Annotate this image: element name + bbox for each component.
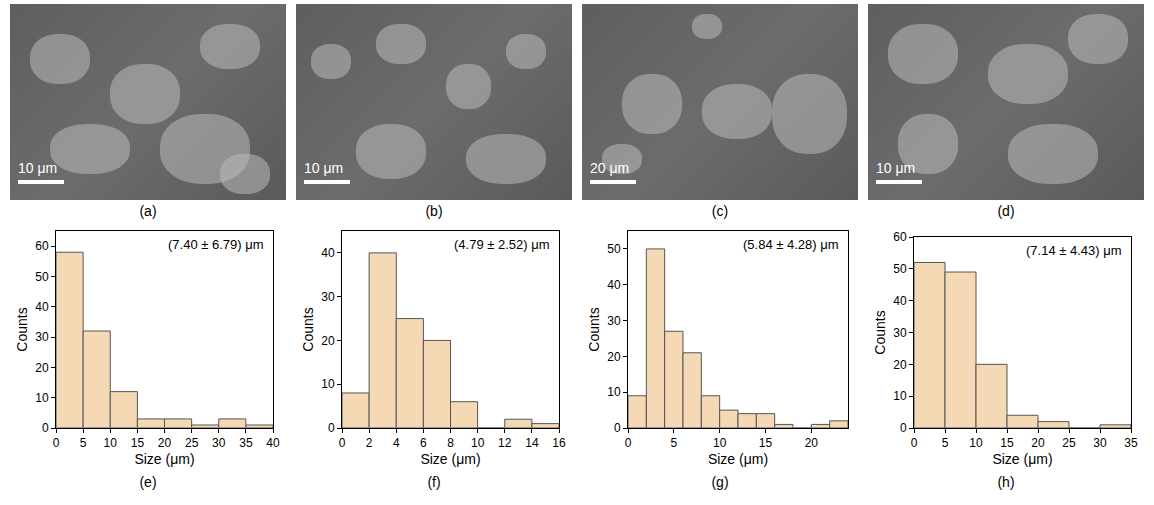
svg-text:4: 4: [393, 436, 400, 450]
svg-text:0: 0: [625, 436, 632, 450]
svg-text:60: 60: [893, 230, 907, 244]
html-text:(f): (f): [427, 474, 441, 490]
svg-text:20: 20: [805, 436, 819, 450]
svg-text:10: 10: [35, 391, 49, 405]
svg-text:0: 0: [53, 436, 60, 450]
svg-text:20: 20: [321, 334, 335, 348]
svg-text:50: 50: [893, 262, 907, 276]
svg-text:20: 20: [158, 436, 172, 450]
svg-text:0: 0: [900, 421, 907, 435]
svg-text:30: 30: [321, 290, 335, 304]
svg-text:15: 15: [131, 436, 145, 450]
svg-text:Size (μm): Size (μm): [134, 451, 194, 467]
svg-text:30: 30: [1093, 436, 1107, 450]
svg-text:35: 35: [239, 436, 253, 450]
svg-text:10: 10: [969, 436, 983, 450]
svg-text:30: 30: [893, 326, 907, 340]
svg-text:14: 14: [525, 436, 539, 450]
svg-text:0: 0: [42, 421, 49, 435]
svg-text:10: 10: [321, 377, 335, 391]
svg-text:16: 16: [552, 436, 566, 450]
svg-text:12: 12: [498, 436, 512, 450]
svg-text:Size (μm): Size (μm): [992, 451, 1052, 467]
html-text:10 μm: 10 μm: [876, 160, 916, 176]
svg-text:10: 10: [104, 436, 118, 450]
svg-text:20: 20: [607, 350, 621, 364]
svg-text:30: 30: [212, 436, 226, 450]
svg-text:0: 0: [339, 436, 346, 450]
html-text:10 μm: 10 μm: [304, 160, 344, 176]
svg-text:50: 50: [35, 270, 49, 284]
svg-text:10: 10: [471, 436, 485, 450]
svg-text:5: 5: [670, 436, 677, 450]
svg-text:25: 25: [1062, 436, 1076, 450]
svg-text:40: 40: [607, 278, 621, 292]
svg-text:0: 0: [328, 421, 335, 435]
svg-text:35: 35: [1124, 436, 1138, 450]
svg-text:40: 40: [321, 246, 335, 260]
html-text:(e): (e): [139, 474, 157, 490]
svg-text:0: 0: [911, 436, 918, 450]
svg-text:10: 10: [893, 389, 907, 403]
html-text:(b): (b): [425, 203, 443, 219]
svg-text:Counts: Counts: [300, 307, 316, 351]
svg-text:Size (μm): Size (μm): [420, 451, 480, 467]
svg-text:10: 10: [713, 436, 727, 450]
svg-text:Size (μm): Size (μm): [708, 451, 768, 467]
html-text:(a): (a): [139, 203, 157, 219]
html-text:(d): (d): [997, 203, 1015, 219]
svg-text:20: 20: [1031, 436, 1045, 450]
svg-text:(4.79 ± 2.52) μm: (4.79 ± 2.52) μm: [454, 237, 550, 252]
svg-text:15: 15: [1000, 436, 1014, 450]
html-text:(h): (h): [997, 474, 1015, 490]
svg-text:25: 25: [185, 436, 199, 450]
svg-text:40: 40: [893, 294, 907, 308]
svg-text:20: 20: [35, 361, 49, 375]
svg-text:2: 2: [366, 436, 373, 450]
html-text:(g): (g): [711, 474, 729, 490]
svg-text:Counts: Counts: [872, 310, 888, 354]
html-text:20 μm: 20 μm: [590, 160, 630, 176]
svg-text:40: 40: [266, 436, 280, 450]
svg-text:10: 10: [607, 385, 621, 399]
svg-text:(7.14 ± 4.43) μm: (7.14 ± 4.43) μm: [1026, 243, 1122, 258]
svg-text:5: 5: [942, 436, 949, 450]
svg-text:6: 6: [420, 436, 427, 450]
html-text:10 μm: 10 μm: [18, 160, 58, 176]
svg-text:(7.40 ± 6.79) μm: (7.40 ± 6.79) μm: [168, 237, 264, 252]
svg-text:40: 40: [35, 300, 49, 314]
svg-text:Counts: Counts: [586, 307, 602, 351]
svg-text:20: 20: [893, 358, 907, 372]
svg-text:30: 30: [607, 314, 621, 328]
svg-text:5: 5: [80, 436, 87, 450]
svg-text:50: 50: [607, 242, 621, 256]
svg-text:30: 30: [35, 330, 49, 344]
svg-text:(5.84 ± 4.28) μm: (5.84 ± 4.28) μm: [743, 237, 839, 252]
svg-text:Counts: Counts: [14, 307, 30, 351]
svg-text:15: 15: [759, 436, 773, 450]
svg-text:8: 8: [447, 436, 454, 450]
svg-text:0: 0: [614, 421, 621, 435]
html-text:(c): (c): [711, 203, 729, 219]
svg-text:60: 60: [35, 239, 49, 253]
